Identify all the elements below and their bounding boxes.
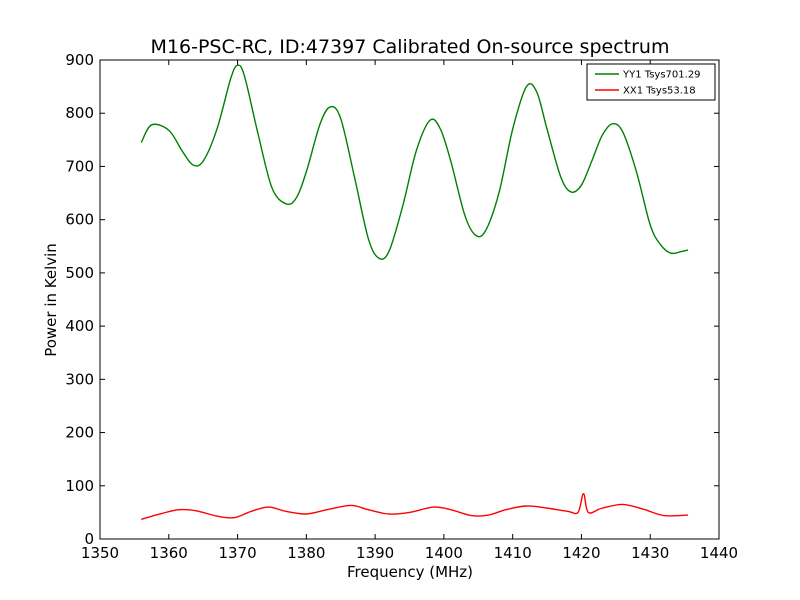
axis-ticks: 1350 1360 1370 1380 1390 1400 1410 1420 1430 1440… bbox=[65, 51, 738, 562]
legend: YY1 Tsys701.29 XX1 Tsys53.18 bbox=[586, 63, 716, 101]
y-tick-label: 700 bbox=[65, 157, 94, 175]
y-tick-label: 400 bbox=[65, 317, 94, 335]
x-tick-label: 1440 bbox=[700, 544, 738, 562]
y-axis-label: Power in Kelvin bbox=[42, 243, 60, 357]
x-tick-label: 1430 bbox=[631, 544, 669, 562]
x-tick-label: 1350 bbox=[81, 544, 119, 562]
y-tick-label: 100 bbox=[65, 477, 94, 495]
series-line-1 bbox=[140, 64, 689, 260]
y-tick-label: 300 bbox=[65, 370, 94, 388]
y-tick-label: 500 bbox=[65, 264, 94, 282]
y-tick-label: 600 bbox=[65, 211, 94, 229]
x-tick-label: 1410 bbox=[494, 544, 532, 562]
series-line-2 bbox=[141, 493, 689, 520]
x-tick-label: 1370 bbox=[218, 544, 256, 562]
plot-lines bbox=[140, 64, 689, 520]
x-tick-label: 1400 bbox=[425, 544, 463, 562]
x-axis-label: Frequency (MHz) bbox=[347, 563, 473, 581]
legend-label-1: YY1 Tsys701.29 bbox=[622, 70, 701, 81]
x-tick-label: 1420 bbox=[562, 544, 600, 562]
y-tick-label: 200 bbox=[65, 424, 94, 442]
y-tick-label: 0 bbox=[84, 530, 94, 548]
x-tick-label: 1380 bbox=[287, 544, 325, 562]
y-tick-label: 800 bbox=[65, 104, 94, 122]
y-tick-label: 900 bbox=[65, 51, 94, 69]
legend-box bbox=[586, 63, 716, 101]
x-tick-label: 1390 bbox=[356, 544, 394, 562]
plot-frame bbox=[99, 59, 720, 540]
chart-title: M16-PSC-RC, ID:47397 Calibrated On-sourc… bbox=[151, 36, 670, 58]
x-tick-label: 1360 bbox=[150, 544, 188, 562]
legend-label-2: XX1 Tsys53.18 bbox=[623, 86, 696, 97]
